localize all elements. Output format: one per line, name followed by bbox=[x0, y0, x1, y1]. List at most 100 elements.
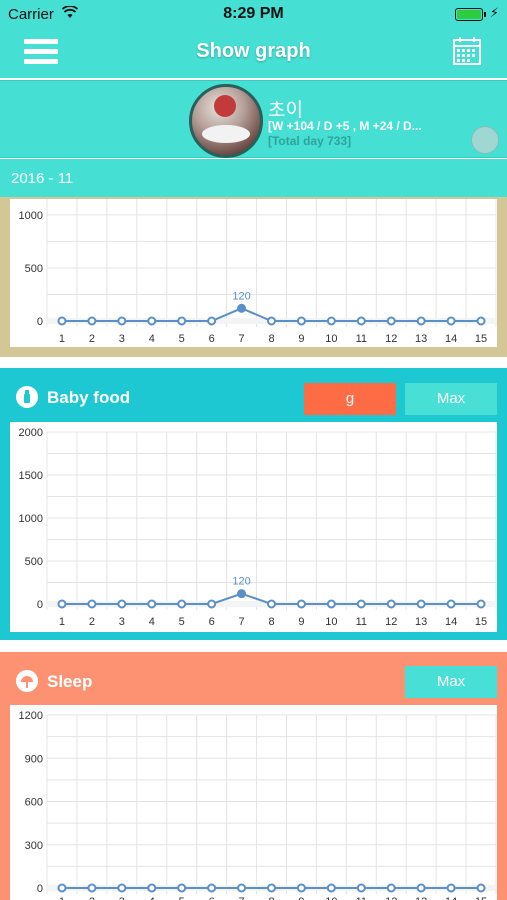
y-tick-label: 1500 bbox=[19, 470, 43, 482]
x-tick-label: 5 bbox=[179, 333, 185, 345]
x-tick-label: 14 bbox=[445, 333, 457, 345]
x-tick-label: 7 bbox=[239, 616, 245, 628]
x-tick-label: 1 bbox=[59, 616, 65, 628]
x-tick-label: 1 bbox=[59, 896, 65, 900]
x-tick-label: 2 bbox=[89, 896, 95, 900]
x-tick-label: 9 bbox=[298, 616, 304, 628]
y-tick-label: 500 bbox=[25, 556, 43, 568]
x-tick-label: 6 bbox=[209, 896, 215, 900]
x-tick-label: 2 bbox=[89, 616, 95, 628]
x-tick-label: 4 bbox=[149, 896, 155, 900]
data-point bbox=[237, 589, 247, 599]
y-tick-label: 500 bbox=[25, 263, 43, 275]
x-tick-label: 4 bbox=[149, 616, 155, 628]
data-point bbox=[267, 883, 276, 893]
calendar-icon[interactable] bbox=[452, 36, 482, 66]
status-bar: Carrier 8:29 PM ⚡ bbox=[0, 0, 507, 28]
x-tick-label: 7 bbox=[239, 333, 245, 345]
top-chart-panel: 0 500 1000 1 2 3 4 5 6 7 8 9 10 11 12 13 14 15 120 bbox=[0, 197, 507, 357]
x-tick-label: 6 bbox=[209, 333, 215, 345]
x-tick-label: 9 bbox=[298, 333, 304, 345]
data-point bbox=[446, 316, 456, 326]
data-point bbox=[386, 316, 396, 326]
data-point bbox=[57, 883, 67, 893]
y-tick-label: 0 bbox=[37, 316, 43, 328]
data-point bbox=[296, 883, 306, 893]
y-tick-label: 1000 bbox=[19, 513, 43, 525]
date-bar: 2016 - 11 bbox=[0, 159, 507, 197]
x-tick-label: 14 bbox=[445, 616, 457, 628]
sleep-max-button[interactable]: Max bbox=[405, 666, 497, 698]
x-tick-label: 15 bbox=[475, 616, 487, 628]
month-label: 2016 - 11 bbox=[11, 170, 74, 187]
data-point bbox=[296, 316, 306, 326]
x-tick-label: 10 bbox=[325, 896, 337, 900]
page-title: Show graph bbox=[196, 40, 311, 62]
x-tick-label: 10 bbox=[325, 616, 337, 628]
x-tick-label: 13 bbox=[415, 333, 427, 345]
baby-food-max-button[interactable]: Max bbox=[405, 383, 497, 415]
x-tick-label: 8 bbox=[268, 896, 274, 900]
chart-0: 0 500 1000 1 2 3 4 5 6 7 8 9 10 11 12 13 14 15 120 bbox=[10, 199, 497, 347]
data-point bbox=[356, 599, 366, 609]
profile-stats: [W +104 / D +5 , M +24 / D... bbox=[268, 119, 422, 133]
data-point bbox=[416, 316, 426, 326]
baby-food-panel: Baby food g Max 0 500 1000 1500 2000 1 2 3 4 5 6 7 8… bbox=[0, 368, 507, 640]
data-point bbox=[296, 599, 306, 609]
x-tick-label: 12 bbox=[385, 616, 397, 628]
data-point bbox=[386, 599, 396, 609]
battery-icon bbox=[455, 8, 486, 21]
carrier-label: Carrier bbox=[8, 6, 54, 23]
x-tick-label: 3 bbox=[119, 616, 125, 628]
x-tick-label: 15 bbox=[475, 333, 487, 345]
data-point bbox=[87, 883, 97, 893]
wifi-icon bbox=[62, 6, 78, 18]
baby-switch-icon[interactable] bbox=[471, 126, 499, 154]
data-point bbox=[147, 599, 157, 609]
profile-total-days: [Total day 733] bbox=[268, 134, 352, 148]
data-point bbox=[267, 599, 276, 609]
profile-header: 초이 [W +104 / D +5 , M +24 / D... [Total … bbox=[0, 80, 507, 158]
y-tick-label: 900 bbox=[25, 753, 43, 765]
data-point bbox=[207, 316, 217, 326]
avatar[interactable] bbox=[189, 84, 263, 158]
data-point bbox=[476, 316, 486, 326]
clock: 8:29 PM bbox=[223, 5, 284, 22]
x-tick-label: 10 bbox=[325, 333, 337, 345]
data-point bbox=[326, 316, 336, 326]
data-point bbox=[446, 883, 456, 893]
data-point bbox=[57, 316, 67, 326]
x-tick-label: 13 bbox=[415, 896, 427, 900]
y-tick-label: 300 bbox=[25, 840, 43, 852]
chart-2: 03006009001200123456789101112131415 bbox=[10, 705, 497, 900]
data-point bbox=[177, 316, 187, 326]
y-tick-label: 600 bbox=[25, 797, 43, 809]
x-tick-label: 2 bbox=[89, 333, 95, 345]
chart-2-svg: 03006009001200123456789101112131415 bbox=[19, 710, 497, 900]
x-tick-label: 8 bbox=[268, 333, 274, 345]
data-point bbox=[237, 883, 247, 893]
data-point bbox=[147, 883, 157, 893]
x-tick-label: 1 bbox=[59, 333, 65, 345]
data-point bbox=[446, 599, 456, 609]
data-point bbox=[147, 316, 157, 326]
x-tick-label: 5 bbox=[179, 616, 185, 628]
x-tick-label: 13 bbox=[415, 616, 427, 628]
data-point bbox=[416, 883, 426, 893]
data-point bbox=[207, 883, 217, 893]
x-tick-label: 3 bbox=[119, 896, 125, 900]
y-tick-label: 0 bbox=[37, 599, 43, 611]
charging-icon: ⚡ bbox=[489, 5, 499, 20]
x-tick-label: 7 bbox=[239, 896, 245, 900]
nav-bar: Show graph bbox=[0, 28, 507, 78]
data-point bbox=[416, 599, 426, 609]
data-point bbox=[326, 883, 336, 893]
data-point bbox=[356, 883, 366, 893]
data-point bbox=[386, 883, 396, 893]
hamburger-menu-icon[interactable] bbox=[24, 39, 58, 65]
sleep-panel: Sleep Max 030060090012001234567891011121… bbox=[0, 652, 507, 900]
data-point bbox=[237, 303, 247, 313]
unit-g-button[interactable]: g bbox=[304, 383, 396, 415]
